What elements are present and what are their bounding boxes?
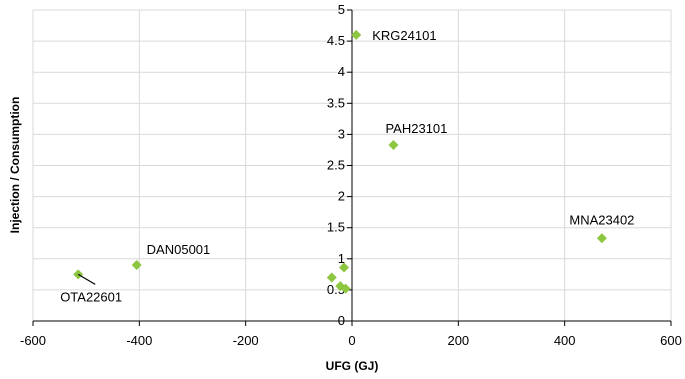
point-label: KRG24101	[372, 28, 436, 43]
point-label: PAH23101	[385, 121, 447, 136]
x-tick-label: 0	[348, 333, 355, 348]
y-tick-label: 4	[338, 64, 345, 79]
data-point	[340, 283, 351, 294]
y-tick-label: 4.5	[327, 33, 345, 48]
point-label: MNA23402	[569, 212, 634, 227]
data-point	[388, 139, 399, 150]
point-labels: KRG24101 PAH23101 MNA23402 DAN05001 OTA22601	[60, 28, 634, 304]
y-tick-label: 5	[338, 2, 345, 17]
x-axis-title: UFG (GJ)	[326, 359, 379, 373]
x-tick-label: -200	[233, 333, 259, 348]
y-axis-title: Injection / Consumption	[8, 97, 22, 234]
x-tick-label: 400	[554, 333, 576, 348]
x-tick-label: 200	[447, 333, 469, 348]
data-point	[326, 272, 337, 283]
y-tick-label: 1.5	[327, 220, 345, 235]
x-tick-label: -600	[20, 333, 46, 348]
y-tick-label: 3.5	[327, 95, 345, 110]
y-tick-label: 0	[338, 313, 345, 328]
y-tick-label: 1	[338, 251, 345, 266]
point-label: DAN05001	[147, 242, 211, 257]
data-point	[596, 233, 607, 244]
x-tick-label: -400	[126, 333, 152, 348]
data-point	[339, 262, 350, 273]
leader-line	[77, 273, 96, 285]
x-tick-label: 600	[660, 333, 682, 348]
data-point	[131, 260, 142, 271]
data-points	[73, 29, 607, 294]
y-tick-label: 3	[338, 126, 345, 141]
point-label: OTA22601	[60, 289, 122, 304]
y-tick-label: 2	[338, 189, 345, 204]
y-tick-label: 2.5	[327, 158, 345, 173]
data-point	[351, 29, 362, 40]
axes	[32, 9, 672, 326]
